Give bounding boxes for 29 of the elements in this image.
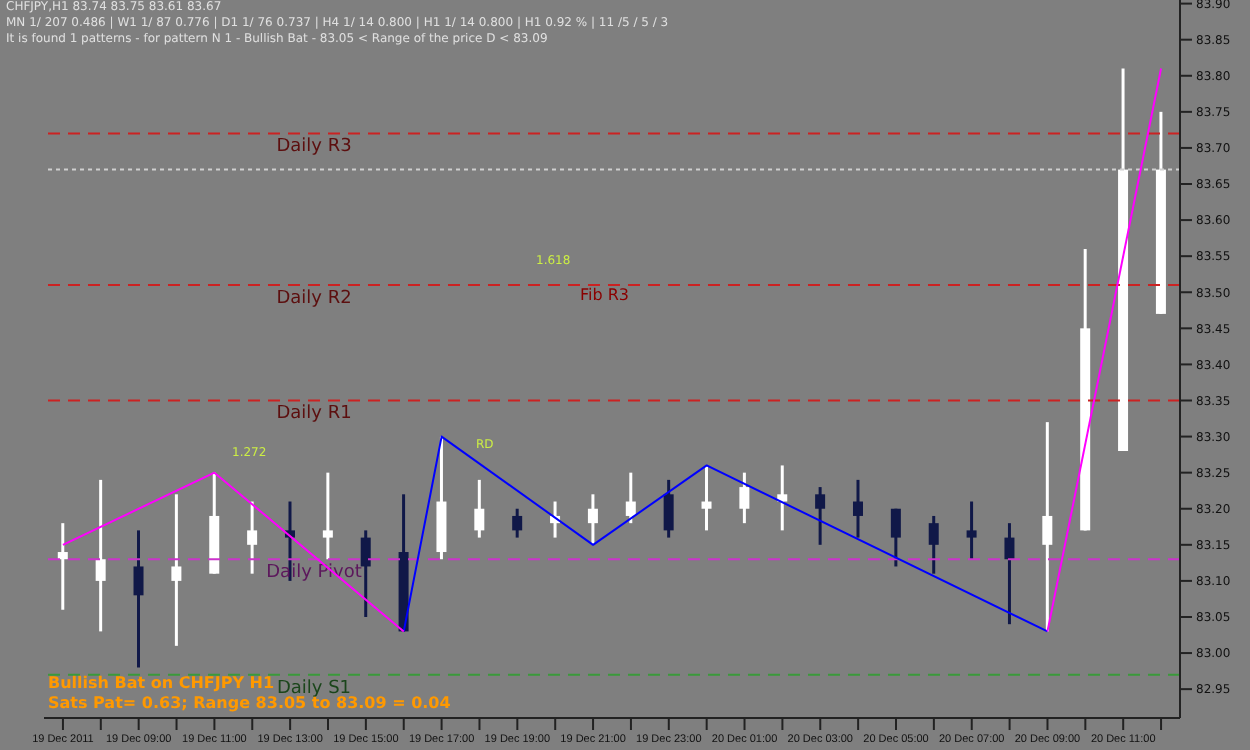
candlestick	[625, 471, 636, 525]
candlestick	[133, 528, 144, 669]
ref-line-label: Daily R1	[276, 404, 352, 425]
candlestick	[966, 500, 977, 561]
candlestick	[322, 471, 333, 561]
candlestick	[928, 514, 939, 576]
ref-line-label: Daily R3	[276, 137, 352, 158]
candlestick	[663, 478, 674, 540]
ref-line-label: Daily R2	[276, 289, 352, 310]
candlestick	[852, 478, 863, 540]
candlestick	[57, 521, 68, 612]
candlestick	[1042, 420, 1053, 633]
candlestick	[587, 492, 598, 547]
candlestick	[360, 528, 371, 619]
ref-line-label: Daily S1	[276, 678, 352, 699]
candlestick	[815, 485, 826, 547]
candlestick	[474, 478, 485, 540]
candlestick	[701, 463, 712, 532]
candlestick	[247, 500, 258, 576]
candlestick	[890, 507, 901, 568]
candlestick	[739, 471, 750, 525]
candlestick	[171, 492, 182, 648]
annotation: Sats Pat= 0.63; Range 83.05 to 83.09 = 0.04	[48, 694, 451, 714]
candlestick	[95, 478, 106, 633]
candlestick	[512, 507, 523, 540]
candlestick	[1004, 521, 1015, 626]
candlestick	[777, 463, 788, 532]
annotation: Bullish Bat on CHFJPY H1	[48, 674, 275, 694]
annotation: Fib R3	[580, 286, 630, 306]
